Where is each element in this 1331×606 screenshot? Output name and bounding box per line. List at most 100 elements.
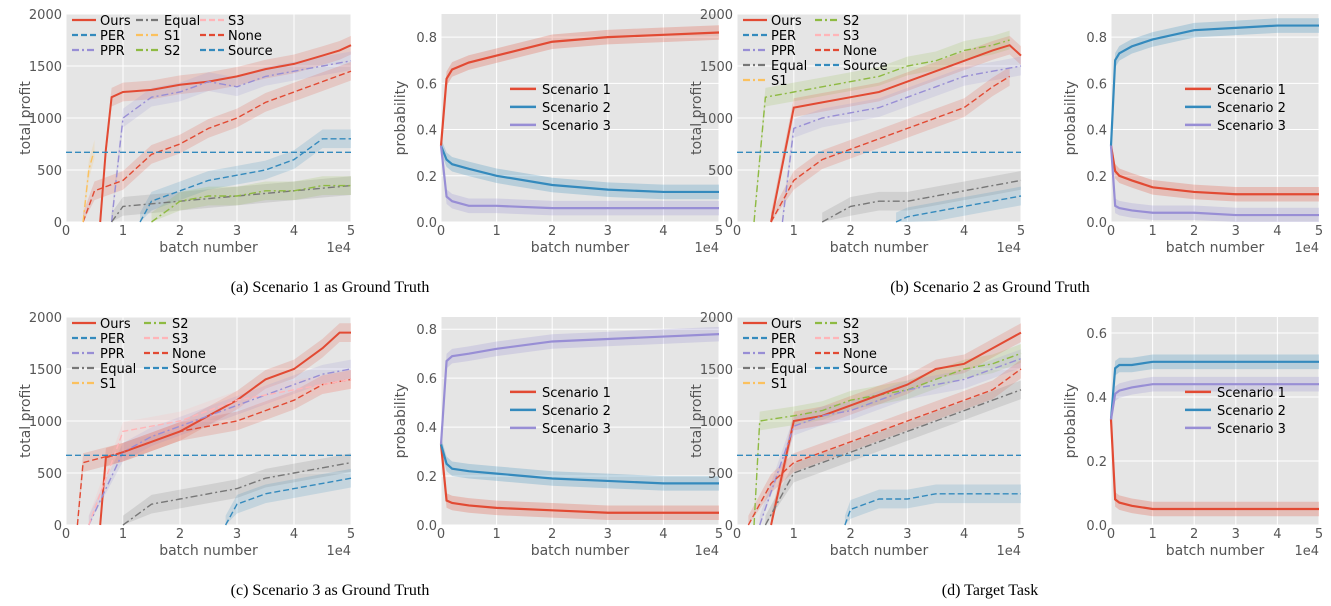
x-tick-label: 2 xyxy=(846,224,854,239)
x-multiplier-label: 1e4 xyxy=(694,241,719,256)
x-tick-label: 3 xyxy=(903,224,911,239)
series-scenario-3 xyxy=(439,145,719,210)
band-scenario-3 xyxy=(1111,138,1319,222)
x-tick-label: 0 xyxy=(733,527,741,542)
legend-label: S1 xyxy=(164,29,181,44)
x-axis-label: batch number xyxy=(159,543,258,559)
x-multiplier-label: 1e4 xyxy=(1294,544,1319,559)
y-tick-label: 2000 xyxy=(29,8,62,23)
y-tick-label: 0.4 xyxy=(416,421,437,436)
plot-area xyxy=(441,317,719,525)
chart-c-prob: 0 1 2 3 4 5 0.0 0.2 0.4 0.6 0.8 batch number probabi… xyxy=(393,317,723,559)
y-axis-label: probability xyxy=(393,384,409,459)
legend-label: PER xyxy=(771,29,796,44)
legend-label: Scenario 3 xyxy=(542,422,611,437)
band-equal xyxy=(822,171,1021,222)
x-tick-label: 1 xyxy=(1148,224,1156,239)
x-tick-label: 5 xyxy=(347,224,355,239)
x-tick-label: 5 xyxy=(1315,224,1323,239)
band-s2 xyxy=(754,344,1021,525)
legend-label: Scenario 3 xyxy=(542,119,611,134)
series-per xyxy=(844,493,1021,526)
band-scenario-2 xyxy=(441,436,719,491)
plot-area xyxy=(1111,317,1319,525)
x-tick-label: 3 xyxy=(604,527,612,542)
legend-label: Scenario 2 xyxy=(1217,404,1286,419)
chart-b-prob: 0 1 2 3 4 5 0.0 0.2 0.4 0.6 0.8 batch number probabi… xyxy=(1063,14,1323,256)
series-ppr xyxy=(759,357,1022,526)
band-ours xyxy=(100,35,351,223)
x-tick-label: 1 xyxy=(119,527,127,542)
x-tick-label: 0 xyxy=(62,527,70,542)
band-scenario-3 xyxy=(1111,376,1319,427)
y-tick-label: 0.4 xyxy=(1086,391,1107,406)
x-tick-label: 0 xyxy=(437,224,445,239)
legend-label: Equal xyxy=(100,362,136,377)
legend-label: None xyxy=(843,347,877,362)
series-scenario-2 xyxy=(1109,360,1319,420)
legend-label: PPR xyxy=(771,347,796,362)
legend-label: Scenario 2 xyxy=(542,404,611,419)
y-tick-label: 0 xyxy=(54,216,62,231)
x-tick-label: 3 xyxy=(604,224,612,239)
legend-label: Ours xyxy=(771,317,802,332)
y-axis-label: total profit xyxy=(18,384,34,458)
y-axis-label: total profit xyxy=(18,81,34,155)
legend-label: PPR xyxy=(100,44,125,59)
x-tick-label: 2 xyxy=(548,224,556,239)
legend-label: S2 xyxy=(172,317,189,332)
x-tick-label: 1 xyxy=(790,527,798,542)
y-tick-label: 0.8 xyxy=(416,323,437,338)
y-tick-label: 0 xyxy=(725,519,733,534)
series-none xyxy=(82,70,352,223)
plot-area xyxy=(1111,14,1319,222)
y-tick-label: 0.6 xyxy=(1086,77,1107,92)
chart-d-prob: 0 1 2 3 4 5 0.0 0.2 0.4 0.6 batch number probabilit… xyxy=(1063,317,1323,559)
y-tick-label: 0.6 xyxy=(416,372,437,387)
series-s1 xyxy=(82,149,96,223)
legend-label: None xyxy=(172,347,206,362)
y-tick-label: 1000 xyxy=(29,112,62,127)
band-per xyxy=(844,484,1021,525)
x-tick-label: 4 xyxy=(290,224,298,239)
band-none xyxy=(771,67,1010,222)
x-tick-label: 0 xyxy=(437,527,445,542)
x-axis-label: batch number xyxy=(1166,543,1265,559)
band-ours xyxy=(100,323,351,525)
x-tick-label: 3 xyxy=(1232,224,1240,239)
band-per xyxy=(140,129,351,222)
legend-label: Ours xyxy=(100,317,131,332)
y-tick-label: 0 xyxy=(54,519,62,534)
legend-label: Scenario 1 xyxy=(1217,386,1286,401)
x-tick-label: 2 xyxy=(176,527,184,542)
x-tick-label: 0 xyxy=(62,224,70,239)
legend-label: Scenario 2 xyxy=(1217,101,1286,116)
legend-label: PER xyxy=(771,332,796,347)
x-tick-label: 4 xyxy=(290,527,298,542)
legend-label: Equal xyxy=(164,14,200,29)
y-axis-label: probability xyxy=(1063,81,1079,156)
y-tick-label: 0.8 xyxy=(416,31,437,46)
y-tick-label: 0.8 xyxy=(1086,31,1107,46)
legend-label: Source xyxy=(172,362,217,377)
legend-label: PPR xyxy=(771,44,796,59)
y-tick-label: 1000 xyxy=(700,415,733,430)
legend-label: None xyxy=(843,44,877,59)
series-equal xyxy=(821,179,1022,223)
x-tick-label: 5 xyxy=(715,224,723,239)
y-tick-label: 0.0 xyxy=(416,216,437,231)
band-ours xyxy=(771,35,1021,223)
series-s3 xyxy=(88,378,352,526)
caption-a: (a) Scenario 1 as Ground Truth xyxy=(230,279,430,296)
series-per xyxy=(224,477,352,526)
x-tick-label: 5 xyxy=(715,527,723,542)
x-tick-label: 4 xyxy=(659,224,667,239)
series-none xyxy=(76,378,352,526)
legend-label: Scenario 1 xyxy=(542,386,611,401)
band-scenario-2 xyxy=(441,138,719,200)
legend-label: Scenario 1 xyxy=(542,83,611,98)
x-tick-label: 1 xyxy=(119,224,127,239)
chart-a-prob: 0 1 2 3 4 5 0.0 0.2 0.4 0.6 0.8 batch number probabi… xyxy=(393,14,723,256)
